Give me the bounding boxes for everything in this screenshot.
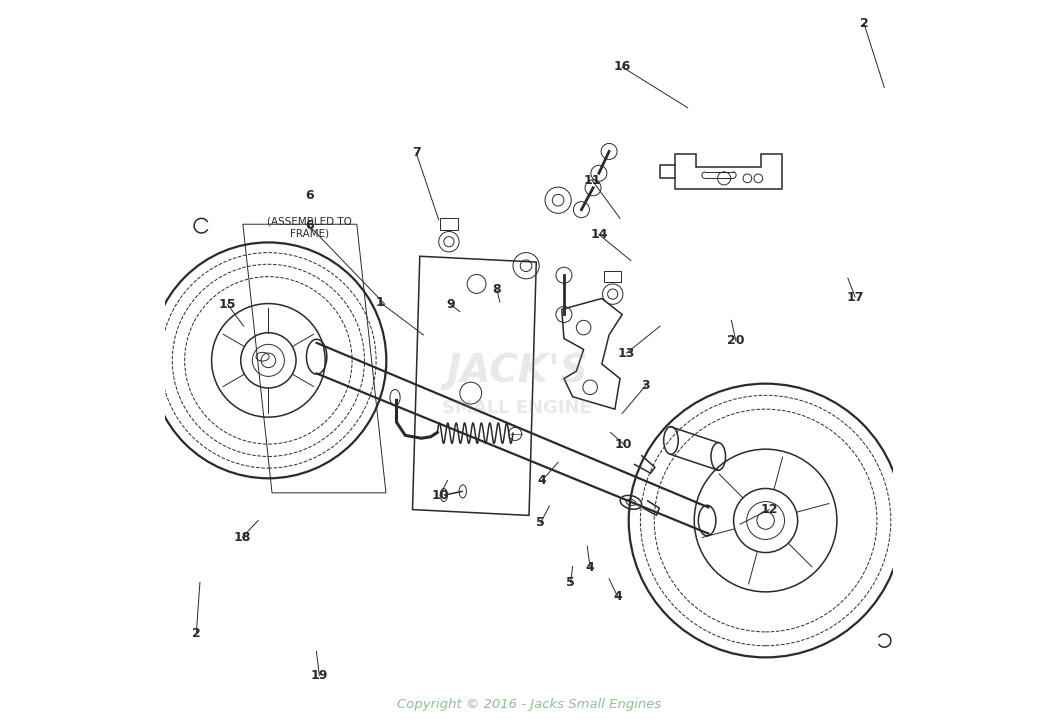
Bar — [604, 271, 621, 282]
Text: 16: 16 — [614, 60, 631, 74]
Text: 4: 4 — [614, 590, 622, 604]
Text: 13: 13 — [618, 347, 635, 360]
Text: 8: 8 — [493, 283, 501, 296]
Text: 3: 3 — [641, 379, 650, 392]
Text: 20: 20 — [727, 334, 745, 347]
Text: 17: 17 — [846, 290, 864, 304]
Text: JACK'S: JACK'S — [446, 352, 588, 390]
Text: SMALL ENGINE: SMALL ENGINE — [442, 399, 592, 416]
Text: 2: 2 — [859, 17, 869, 30]
Text: 11: 11 — [584, 174, 601, 187]
Text: 19: 19 — [311, 669, 328, 682]
Text: 14: 14 — [590, 228, 607, 241]
Text: 7: 7 — [412, 146, 420, 159]
Text: 18: 18 — [234, 531, 251, 544]
Text: 9: 9 — [446, 298, 455, 311]
Text: 15: 15 — [219, 298, 236, 311]
Text: (ASSEMBLED TO
FRAME): (ASSEMBLED TO FRAME) — [267, 217, 351, 239]
Text: Copyright © 2016 - Jacks Small Engines: Copyright © 2016 - Jacks Small Engines — [397, 698, 661, 711]
Text: 5: 5 — [536, 516, 545, 529]
Text: 5: 5 — [566, 576, 574, 589]
Text: 10: 10 — [432, 488, 449, 502]
Text: 1: 1 — [376, 296, 384, 309]
Text: 6: 6 — [305, 219, 313, 232]
Text: 12: 12 — [761, 503, 778, 516]
Text: 10: 10 — [615, 438, 633, 451]
Text: 4: 4 — [586, 561, 595, 574]
Text: 4: 4 — [537, 474, 547, 487]
Text: 6: 6 — [305, 189, 313, 202]
Text: 2: 2 — [191, 627, 201, 640]
Bar — [440, 218, 458, 230]
